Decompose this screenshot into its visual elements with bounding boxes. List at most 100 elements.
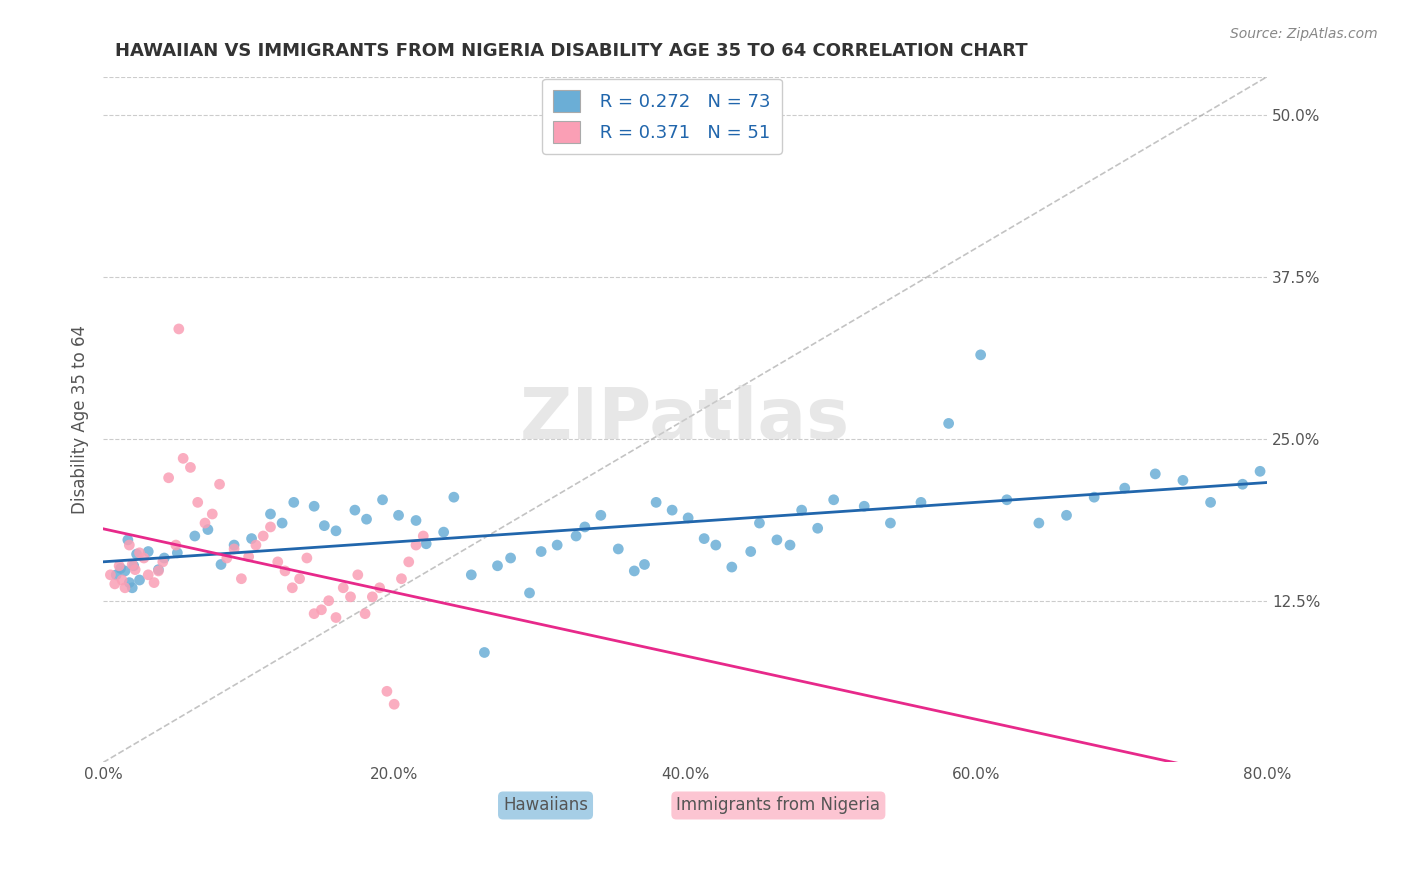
Point <box>215 551 238 566</box>
Point <box>433 525 456 540</box>
Point <box>136 544 159 558</box>
Point <box>623 564 645 578</box>
Point <box>179 460 201 475</box>
Point <box>114 581 136 595</box>
Point <box>938 417 960 431</box>
Point <box>148 564 170 578</box>
Point <box>1199 495 1222 509</box>
Point <box>143 575 166 590</box>
Point <box>245 538 267 552</box>
Text: HAWAIIAN VS IMMIGRANTS FROM NIGERIA DISABILITY AGE 35 TO 64 CORRELATION CHART: HAWAIIAN VS IMMIGRANTS FROM NIGERIA DISA… <box>115 42 1028 60</box>
Point <box>412 529 434 543</box>
Point <box>194 516 217 530</box>
Point <box>100 567 122 582</box>
Point <box>153 551 176 566</box>
Point <box>474 645 496 659</box>
Point <box>122 558 145 573</box>
Point <box>128 546 150 560</box>
Point <box>1171 474 1194 488</box>
Point <box>224 538 246 552</box>
Text: Hawaiians: Hawaiians <box>503 797 588 814</box>
Point <box>368 581 391 595</box>
Point <box>224 541 246 556</box>
Point <box>633 558 655 572</box>
Y-axis label: Disability Age 35 to 64: Disability Age 35 to 64 <box>72 325 89 514</box>
Point <box>740 544 762 558</box>
Point <box>1232 477 1254 491</box>
Point <box>607 541 630 556</box>
Point <box>165 538 187 552</box>
Point <box>184 529 207 543</box>
Point <box>318 593 340 607</box>
Point <box>108 558 131 573</box>
Point <box>132 551 155 566</box>
Point <box>332 581 354 595</box>
Point <box>238 549 260 564</box>
Point <box>157 471 180 485</box>
Point <box>187 495 209 509</box>
Point <box>118 575 141 590</box>
Point <box>252 529 274 543</box>
Point <box>530 544 553 558</box>
Point <box>546 538 568 552</box>
Point <box>295 551 318 566</box>
Point <box>969 348 991 362</box>
Point <box>676 511 699 525</box>
Point <box>790 503 813 517</box>
Point <box>240 532 263 546</box>
Point <box>124 563 146 577</box>
Point <box>105 567 128 582</box>
Point <box>271 516 294 530</box>
Point <box>325 610 347 624</box>
Point <box>354 607 377 621</box>
Point <box>281 581 304 595</box>
Point <box>325 524 347 538</box>
Point <box>201 507 224 521</box>
Point <box>486 558 509 573</box>
Point <box>136 567 159 582</box>
Point <box>339 590 361 604</box>
Text: Immigrants from Nigeria: Immigrants from Nigeria <box>676 797 880 814</box>
Point <box>748 516 770 530</box>
Point <box>361 590 384 604</box>
Point <box>779 538 801 552</box>
Point <box>766 533 789 547</box>
Legend:  R = 0.272   N = 73,  R = 0.371   N = 51: R = 0.272 N = 73, R = 0.371 N = 51 <box>543 78 782 153</box>
Point <box>645 495 668 509</box>
Point <box>1249 464 1271 478</box>
Point <box>565 529 588 543</box>
Point <box>405 513 427 527</box>
Point <box>391 572 413 586</box>
Point <box>274 564 297 578</box>
Point <box>311 603 333 617</box>
Point <box>589 508 612 523</box>
Point <box>1028 516 1050 530</box>
Point <box>693 532 716 546</box>
Point <box>121 581 143 595</box>
Point <box>121 558 143 572</box>
Point <box>128 573 150 587</box>
Point <box>853 500 876 514</box>
Point <box>172 451 194 466</box>
Point <box>111 573 134 587</box>
Point <box>346 567 368 582</box>
Point <box>387 508 409 523</box>
Point <box>375 684 398 698</box>
Point <box>314 518 336 533</box>
Point <box>879 516 901 530</box>
Point <box>460 567 482 582</box>
Point <box>1114 481 1136 495</box>
Point <box>995 492 1018 507</box>
Point <box>371 492 394 507</box>
Point <box>302 500 325 514</box>
Point <box>415 537 437 551</box>
Point <box>166 546 188 560</box>
Point <box>302 607 325 621</box>
Point <box>197 523 219 537</box>
Point <box>267 555 290 569</box>
Point <box>405 538 427 552</box>
Text: Source: ZipAtlas.com: Source: ZipAtlas.com <box>1230 27 1378 41</box>
Point <box>110 561 132 575</box>
Point <box>519 586 541 600</box>
Point <box>1144 467 1167 481</box>
